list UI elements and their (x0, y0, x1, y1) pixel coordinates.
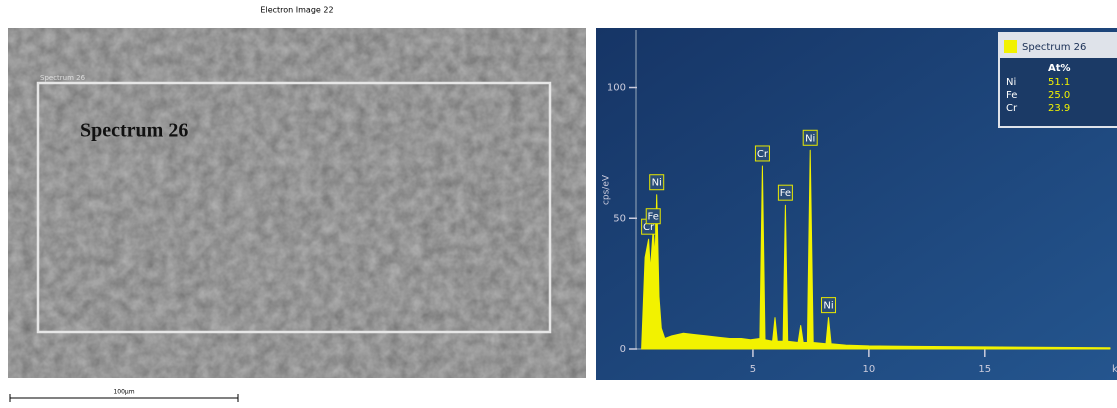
y-tick-label: 100 (607, 83, 626, 94)
x-tick-label: 10 (862, 364, 875, 375)
peak-label: Ni (805, 133, 815, 144)
y-tick-label: 0 (620, 344, 626, 355)
y-axis-label: cps/eV (602, 174, 612, 205)
peak-label: Fe (780, 188, 791, 199)
image-title: Electron Image 22 (260, 6, 333, 15)
legend-swatch (1004, 40, 1017, 53)
region-small-label: Spectrum 26 (40, 74, 86, 82)
scale-label: 100μm (113, 389, 134, 396)
legend-value: 51.1 (1048, 77, 1070, 88)
peak-label: Ni (823, 301, 833, 312)
x-tick-label: 15 (978, 364, 991, 375)
peak-label: Fe (648, 212, 659, 223)
legend-element: Ni (1006, 77, 1016, 88)
legend-name: Spectrum 26 (1022, 42, 1086, 53)
legend-header: At% (1048, 63, 1071, 74)
page: Electron Image 22 Spectrum 26 Spectrum 2… (0, 0, 1117, 408)
legend-value: 23.9 (1048, 103, 1070, 114)
legend-element: Cr (1006, 103, 1018, 114)
peak-label: Ni (652, 178, 662, 189)
legend-value: 25.0 (1048, 90, 1070, 101)
peak-label: Cr (757, 149, 769, 160)
y-tick-label: 50 (613, 213, 626, 224)
x-tick-label: 5 (750, 364, 756, 375)
region-label: Spectrum 26 (80, 120, 188, 142)
x-axis-label: keV (1112, 364, 1117, 375)
sem-image: Spectrum 26 Spectrum 26 (8, 28, 586, 378)
legend-element: Fe (1006, 90, 1017, 101)
